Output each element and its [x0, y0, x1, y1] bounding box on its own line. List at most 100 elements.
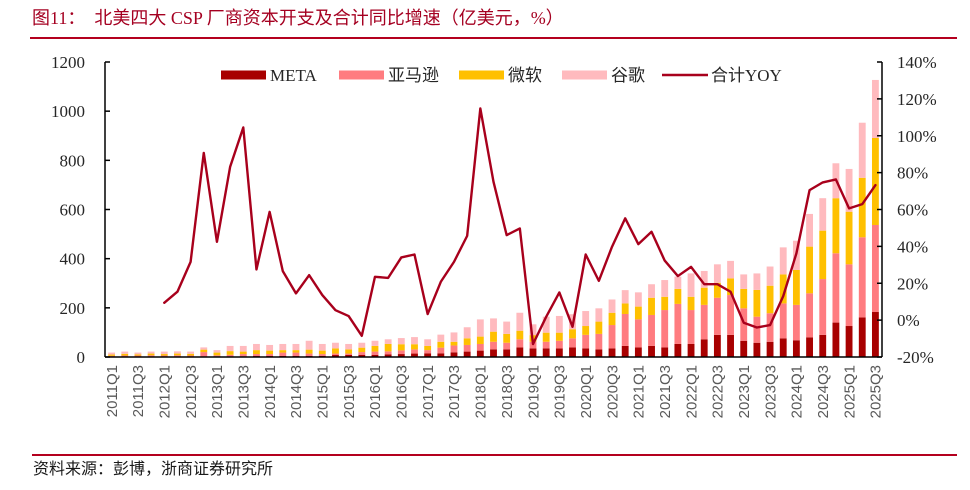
bar-amazon-2023Q3 [766, 313, 774, 342]
bar-microsoft-2020Q1 [582, 326, 590, 335]
bar-amazon-2018Q1 [476, 343, 484, 351]
bar-microsoft-2013Q4 [253, 350, 260, 355]
bar-google-2023Q1 [740, 274, 748, 289]
bar-amazon-2023Q2 [753, 316, 761, 343]
bar-microsoft-2011Q2 [121, 353, 129, 356]
x-tick-label: 2012Q3 [183, 365, 200, 418]
bar-amazon-2017Q4 [463, 344, 471, 352]
bar-google-2012Q1 [160, 351, 168, 355]
bar-amazon-2013Q2 [226, 354, 234, 357]
bar-google-2012Q4 [200, 347, 208, 350]
bar-meta-2022Q2 [700, 339, 708, 357]
bar-google-2020Q3 [608, 299, 616, 313]
bar-microsoft-2019Q3 [555, 332, 563, 341]
bar-amazon-2015Q2 [332, 353, 339, 356]
bar-microsoft-2018Q4 [516, 330, 524, 340]
bar-microsoft-2017Q3 [450, 341, 458, 346]
bar-microsoft-2013Q2 [226, 351, 234, 355]
bar-google-2011Q2 [121, 351, 129, 354]
bar-google-2022Q4 [727, 260, 734, 279]
bar-google-2023Q4 [779, 247, 787, 275]
y-right-tick-label: -20% [897, 348, 934, 367]
bar-google-2015Q1 [318, 343, 326, 351]
legend-item-microsoft: 微软 [459, 66, 542, 85]
bar-amazon-2019Q4 [569, 338, 576, 348]
bar-google-2024Q2 [806, 213, 813, 247]
bar-microsoft-2021Q1 [634, 306, 642, 320]
bar-amazon-2020Q2 [595, 333, 603, 350]
source-note: 资料来源：彭博，浙商证券研究所 [33, 461, 274, 478]
legend-swatch-google [562, 70, 607, 80]
axes: 0 200 400 600 800 1000 1200 -20% 0% 20% 40% 60% 80% 1… [51, 53, 937, 418]
bar-meta-2015Q4 [358, 354, 366, 357]
bar-amazon-2015Q1 [318, 354, 326, 356]
bar-google-2013Q4 [253, 343, 260, 351]
legend-swatch-amazon [339, 70, 384, 80]
bar-microsoft-2024Q3 [819, 230, 827, 280]
bar-amazon-2013Q4 [253, 354, 260, 357]
y-right-tick-label: 0% [897, 311, 920, 330]
bar-google-2013Q1 [213, 350, 221, 353]
bar-amazon-2014Q4 [305, 353, 313, 357]
bar-amazon-2022Q3 [713, 297, 721, 335]
bar-google-2015Q2 [332, 342, 339, 349]
bar-google-2013Q3 [239, 345, 247, 352]
bar-microsoft-2022Q2 [700, 287, 708, 305]
bar-google-2018Q2 [490, 318, 497, 332]
bar-microsoft-2013Q3 [239, 351, 247, 355]
bar-amazon-2024Q3 [819, 279, 827, 335]
bar-google-2017Q3 [450, 332, 458, 342]
bar-google-2014Q2 [279, 343, 287, 351]
bar-meta-2017Q1 [424, 353, 432, 357]
bar-amazon-2024Q2 [806, 293, 813, 338]
x-tick-label: 2023Q1 [736, 365, 753, 418]
x-tick-label: 2018Q3 [499, 365, 516, 418]
x-tick-label: 2022Q1 [683, 365, 700, 418]
bar-amazon-2012Q4 [200, 352, 208, 357]
legend: META 亚马逊 微软 谷歌 合计YOY [221, 66, 782, 85]
y-right-tick-label: 60% [897, 201, 928, 220]
bar-microsoft-2022Q1 [687, 296, 695, 311]
bar-microsoft-2014Q1 [266, 350, 274, 355]
bar-meta-2023Q1 [740, 340, 748, 357]
bar-microsoft-2020Q2 [595, 321, 603, 334]
bar-amazon-2011Q3 [134, 355, 142, 357]
bar-meta-2022Q1 [687, 343, 695, 357]
source-divider [32, 454, 957, 456]
bar-meta-2018Q3 [503, 349, 511, 357]
bar-meta-2016Q1 [371, 354, 379, 357]
bar-amazon-2011Q4 [147, 355, 155, 357]
x-tick-label: 2022Q3 [710, 365, 727, 418]
legend-item-total-yoy: 合计YOY [662, 66, 782, 85]
bar-amazon-2023Q4 [779, 303, 787, 339]
legend-item-google: 谷歌 [562, 66, 645, 85]
bar-meta-2018Q1 [476, 350, 484, 357]
bar-microsoft-2024Q2 [806, 246, 813, 294]
bar-meta-2016Q2 [384, 354, 392, 357]
x-tick-label: 2016Q3 [394, 365, 411, 418]
bar-amazon-2017Q2 [437, 347, 445, 354]
bar-microsoft-2014Q4 [305, 349, 313, 354]
bar-meta-2024Q2 [806, 337, 813, 357]
bar-microsoft-2025Q2 [858, 177, 866, 238]
bar-google-2022Q2 [700, 270, 708, 288]
bar-microsoft-2013Q1 [213, 352, 221, 356]
legend-label-microsoft: 微软 [508, 66, 542, 85]
bar-meta-2019Q1 [529, 348, 537, 357]
bar-google-2011Q1 [108, 352, 116, 355]
line-total-yoy [163, 107, 877, 346]
bar-amazon-2022Q2 [700, 304, 708, 340]
bar-microsoft-2022Q3 [713, 282, 721, 298]
x-tick-label: 2014Q1 [262, 365, 279, 418]
bar-meta-2023Q2 [753, 342, 761, 357]
bar-microsoft-2015Q1 [318, 350, 326, 355]
x-tick-label: 2020Q3 [604, 365, 621, 418]
figure-title: 图11： 北美四大 CSP 厂商资本开支及合计同比增速（亿美元，%） [32, 8, 564, 28]
bar-amazon-2019Q2 [542, 341, 550, 349]
bar-google-2025Q1 [845, 168, 853, 212]
y-left-tick-label: 400 [60, 250, 86, 269]
x-tick-label: 2019Q1 [525, 365, 542, 418]
bar-meta-2018Q4 [516, 347, 524, 357]
x-tick-label: 2011Q1 [104, 365, 121, 417]
bar-google-2017Q1 [424, 339, 432, 346]
